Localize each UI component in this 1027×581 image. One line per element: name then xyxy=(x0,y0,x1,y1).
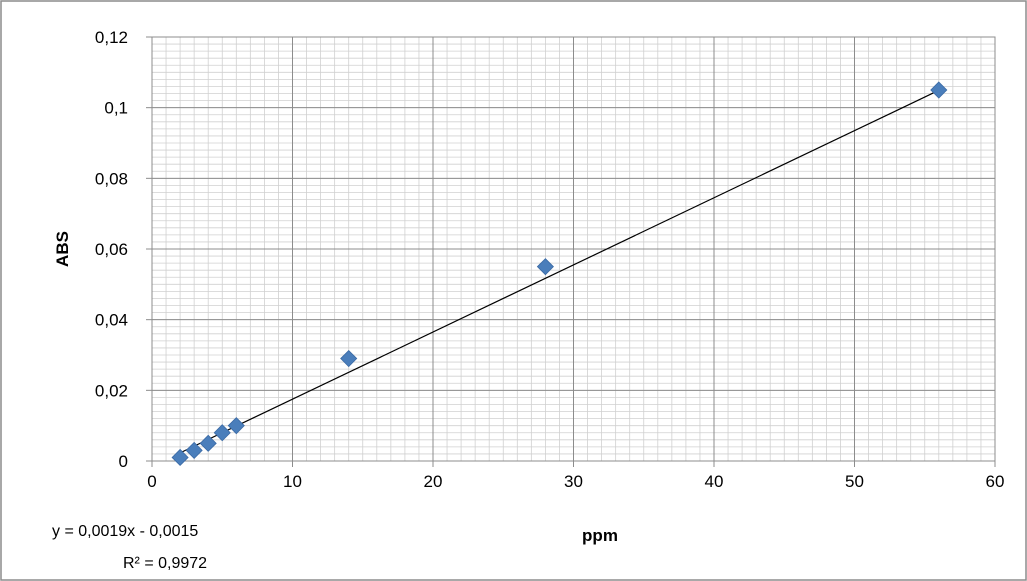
y-tick-label: 0 xyxy=(119,452,128,471)
x-tick-label: 0 xyxy=(147,472,156,491)
x-tick-label: 20 xyxy=(424,472,443,491)
y-axis-title: ABS xyxy=(53,231,72,267)
x-tick-label: 10 xyxy=(283,472,302,491)
x-tick-label: 50 xyxy=(845,472,864,491)
y-tick-label: 0,06 xyxy=(95,240,128,259)
y-tick-label: 0,1 xyxy=(104,99,128,118)
y-tick-label: 0,04 xyxy=(95,311,128,330)
y-tick-label: 0,12 xyxy=(95,28,128,47)
x-tick-label: 40 xyxy=(705,472,724,491)
trendline-equation: y = 0,0019x - 0,0015 xyxy=(52,523,198,540)
y-tick-label: 0,08 xyxy=(95,169,128,188)
x-tick-label: 60 xyxy=(986,472,1005,491)
x-tick-label: 30 xyxy=(564,472,583,491)
trendline-r2: R² = 0,9972 xyxy=(123,555,207,572)
y-tick-label: 0,02 xyxy=(95,381,128,400)
x-axis-title: ppm xyxy=(582,526,618,545)
